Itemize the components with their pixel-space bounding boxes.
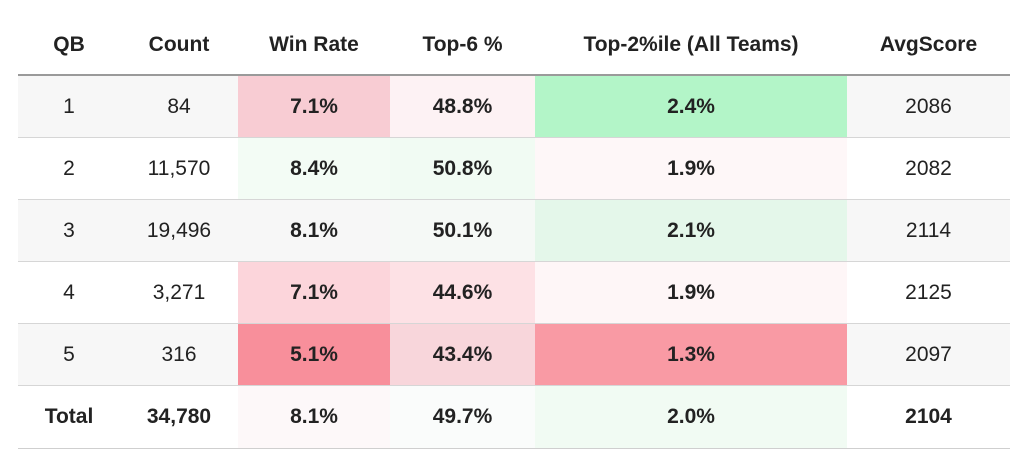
cell-top2: 2.4% [535,75,847,138]
header-top2-percentile: Top-2%ile (All Teams) [535,16,847,76]
cell-win-rate: 8.4% [238,137,390,200]
total-label: Total [18,385,120,449]
header-top6: Top-6 % [390,16,535,76]
cell-top6: 50.8% [390,137,535,200]
cell-qb: 1 [18,75,120,138]
header-count: Count [120,16,238,76]
header-row: QB Count Win Rate Top-6 % Top-2%ile (All… [18,16,1010,76]
cell-win-rate: 7.1% [238,261,390,324]
cell-qb: 2 [18,137,120,200]
cell-avg-score: 2125 [847,261,1010,324]
cell-qb: 5 [18,323,120,386]
qb-stats-table: QB Count Win Rate Top-6 % Top-2%ile (All… [18,16,1010,449]
total-avg-score: 2104 [847,385,1010,449]
cell-win-rate: 8.1% [238,199,390,262]
cell-qb: 4 [18,261,120,324]
total-top6: 49.7% [390,385,535,449]
table-row: 2 11,570 8.4% 50.8% 1.9% 2082 [18,137,1010,200]
cell-avg-score: 2086 [847,75,1010,138]
cell-count: 316 [120,323,238,386]
table-row: 4 3,271 7.1% 44.6% 1.9% 2125 [18,261,1010,324]
table-row: 1 84 7.1% 48.8% 2.4% 2086 [18,75,1010,138]
table-row: 3 19,496 8.1% 50.1% 2.1% 2114 [18,199,1010,262]
table-body: 1 84 7.1% 48.8% 2.4% 2086 2 11,570 8.4% … [18,75,1010,449]
header-win-rate: Win Rate [238,16,390,76]
total-win-rate: 8.1% [238,385,390,449]
total-count: 34,780 [120,385,238,449]
table-header: QB Count Win Rate Top-6 % Top-2%ile (All… [18,16,1010,76]
cell-avg-score: 2114 [847,199,1010,262]
cell-count: 19,496 [120,199,238,262]
cell-avg-score: 2082 [847,137,1010,200]
cell-win-rate: 5.1% [238,323,390,386]
cell-top2: 1.9% [535,137,847,200]
cell-count: 11,570 [120,137,238,200]
header-qb: QB [18,16,120,76]
cell-top2: 1.3% [535,323,847,386]
cell-count: 84 [120,75,238,138]
header-avg-score: AvgScore [847,16,1010,76]
cell-top2: 2.1% [535,199,847,262]
total-row: Total 34,780 8.1% 49.7% 2.0% 2104 [18,385,1010,449]
cell-top6: 43.4% [390,323,535,386]
cell-top6: 50.1% [390,199,535,262]
cell-win-rate: 7.1% [238,75,390,138]
cell-count: 3,271 [120,261,238,324]
total-top2: 2.0% [535,385,847,449]
cell-avg-score: 2097 [847,323,1010,386]
cell-top6: 48.8% [390,75,535,138]
cell-qb: 3 [18,199,120,262]
table-row: 5 316 5.1% 43.4% 1.3% 2097 [18,323,1010,386]
cell-top6: 44.6% [390,261,535,324]
cell-top2: 1.9% [535,261,847,324]
